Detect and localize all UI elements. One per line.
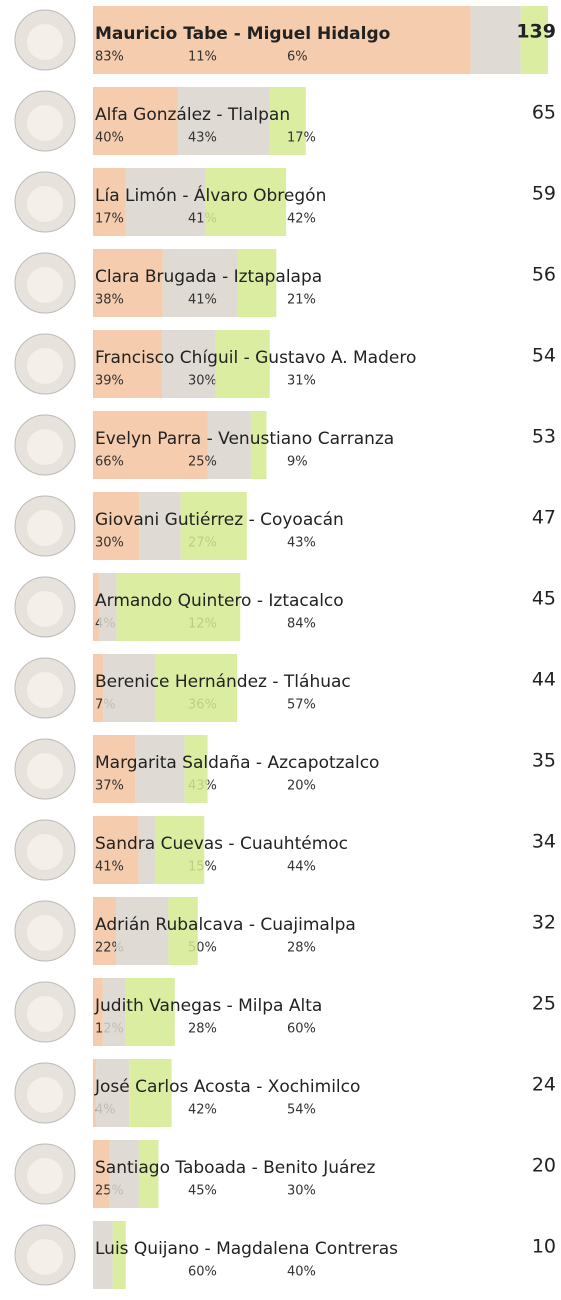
percent-label: 60% <box>188 1265 217 1280</box>
row-label: José Carlos Acosta - Xochimilco <box>94 1077 360 1097</box>
total-label: 10 <box>532 1236 556 1258</box>
total-label: 45 <box>532 588 556 610</box>
row-label: Mauricio Tabe - Miguel Hidalgo <box>95 24 390 44</box>
percent-label: 37% <box>95 779 124 794</box>
percent-label: 11% <box>188 50 217 65</box>
avatar-face <box>27 1158 63 1194</box>
avatar-face <box>27 996 63 1032</box>
percent-label: 83% <box>95 50 124 65</box>
percent-label: 30% <box>188 374 217 389</box>
total-label: 54 <box>532 345 556 367</box>
row-label: Alfa González - Tlalpan <box>95 105 290 125</box>
percent-label: 20% <box>287 779 316 794</box>
percent-label: 43% <box>188 131 217 146</box>
total-label: 47 <box>532 507 556 529</box>
total-label: 32 <box>532 912 556 934</box>
percent-label: 17% <box>287 131 316 146</box>
total-label: 20 <box>532 1155 556 1177</box>
percent-label: 9% <box>287 455 308 470</box>
percent-label: 6% <box>287 50 308 65</box>
total-label: 35 <box>532 750 556 772</box>
row-label: Lía Limón - Álvaro Obregón <box>95 184 326 206</box>
percent-label: 40% <box>287 1265 316 1280</box>
total-label: 139 <box>516 21 556 43</box>
percent-label: 42% <box>287 212 316 227</box>
row-label: Sandra Cuevas - Cuauhtémoc <box>95 834 348 854</box>
row-label: Luis Quijano - Magdalena Contreras <box>95 1239 398 1259</box>
avatar-face <box>27 591 63 627</box>
percent-label: 38% <box>95 293 124 308</box>
avatar-face <box>27 1077 63 1113</box>
avatar-face <box>27 834 63 870</box>
percent-label: 57% <box>287 698 316 713</box>
avatar-face <box>27 24 63 60</box>
avatar-face <box>27 915 63 951</box>
row-label: Giovani Gutiérrez - Coyoacán <box>95 510 344 530</box>
percent-label: 30% <box>95 536 124 551</box>
avatar-face <box>27 348 63 384</box>
total-label: 34 <box>532 831 556 853</box>
row-label: Adrián Rubalcava - Cuajimalpa <box>95 915 356 935</box>
total-label: 24 <box>532 1074 556 1096</box>
percent-label: 66% <box>95 455 124 470</box>
row-label: Santiago Taboada - Benito Juárez <box>95 1158 376 1178</box>
percent-label: 54% <box>287 1103 316 1118</box>
row-label: Judith Vanegas - Milpa Alta <box>94 996 322 1016</box>
percent-label: 41% <box>188 293 217 308</box>
total-label: 56 <box>532 264 556 286</box>
row-label: Clara Brugada - Iztapalapa <box>95 267 322 287</box>
row-label: Evelyn Parra - Venustiano Carranza <box>95 429 394 449</box>
percent-label: 84% <box>287 617 316 632</box>
avatar-face <box>27 105 63 141</box>
total-label: 25 <box>532 993 556 1015</box>
percent-label: 45% <box>188 1184 217 1199</box>
percent-label: 40% <box>95 131 124 146</box>
percent-label: 25% <box>188 455 217 470</box>
percent-label: 60% <box>287 1022 316 1037</box>
percent-label: 31% <box>287 374 316 389</box>
avatar-face <box>27 429 63 465</box>
percent-label: 28% <box>188 1022 217 1037</box>
total-label: 65 <box>532 102 556 124</box>
bar-segment <box>471 6 521 74</box>
total-label: 44 <box>532 669 556 691</box>
row-label: Francisco Chíguil - Gustavo A. Madero <box>95 348 416 368</box>
chart: 83% 11% 6% Mauricio Tabe - Miguel Hidalgo 13… <box>0 0 561 1300</box>
percent-label: 41% <box>95 860 124 875</box>
row-label: Berenice Hernández - Tláhuac <box>95 672 351 692</box>
percent-label: 42% <box>188 1103 217 1118</box>
avatar-face <box>27 753 63 789</box>
avatar-face <box>27 672 63 708</box>
total-label: 59 <box>532 183 556 205</box>
percent-label: 44% <box>287 860 316 875</box>
row-label: Margarita Saldaña - Azcapotzalco <box>95 753 379 773</box>
percent-label: 39% <box>95 374 124 389</box>
total-label: 53 <box>532 426 556 448</box>
avatar-face <box>27 186 63 222</box>
percent-label: 43% <box>287 536 316 551</box>
percent-label: 28% <box>287 941 316 956</box>
avatar-face <box>27 1239 63 1275</box>
row-label: Armando Quintero - Iztacalco <box>95 591 344 611</box>
avatar-face <box>27 267 63 303</box>
percent-label: 30% <box>287 1184 316 1199</box>
avatar-face <box>27 510 63 546</box>
percent-label: 17% <box>95 212 124 227</box>
percent-label: 21% <box>287 293 316 308</box>
